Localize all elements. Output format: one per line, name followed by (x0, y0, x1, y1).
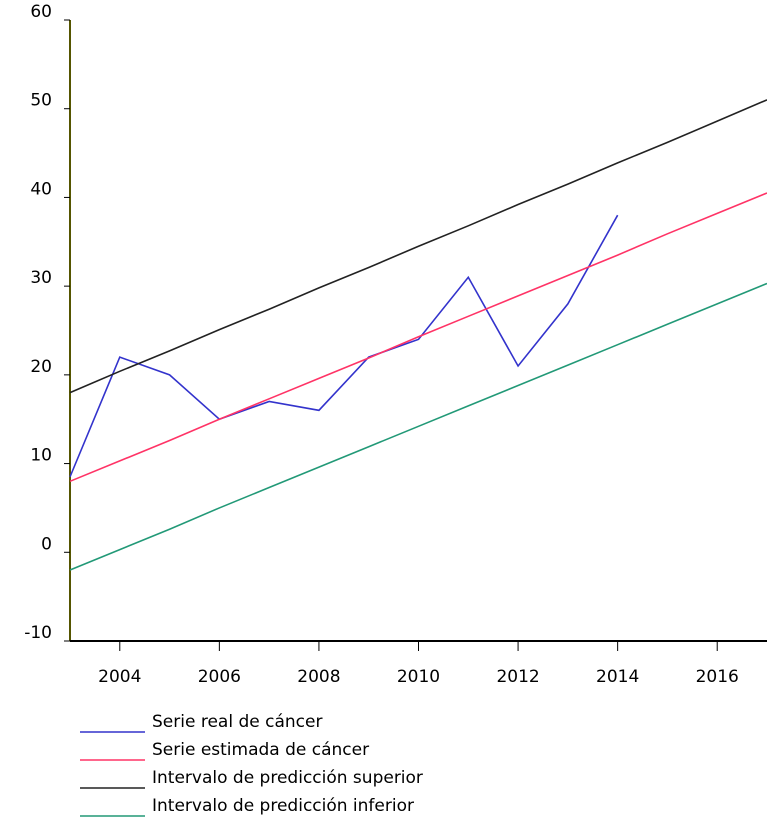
series-line (69, 282, 767, 571)
x-tick-label: 2014 (596, 667, 639, 687)
y-tick-label: 10 (30, 446, 52, 466)
series-line (69, 214, 619, 478)
x-tick-label: 2004 (98, 667, 141, 687)
series-line (69, 99, 767, 394)
y-tick-label: -10 (24, 623, 52, 643)
y-tick-label: 0 (41, 534, 52, 554)
legend-label: Intervalo de predicción inferior (152, 796, 414, 816)
x-tick-label: 2010 (397, 667, 440, 687)
x-tick-label: 2008 (297, 667, 340, 687)
x-tick-label: 2006 (198, 667, 241, 687)
y-tick-label: 60 (30, 2, 52, 22)
legend-label: Intervalo de predicción superior (152, 768, 423, 788)
legend-label: Serie real de cáncer (152, 712, 322, 732)
y-tick-label: 40 (30, 179, 52, 199)
x-tick-label: 2012 (496, 667, 539, 687)
y-tick-label: 20 (30, 357, 52, 377)
y-tick-label: 30 (30, 268, 52, 288)
x-tick-label: 2016 (696, 667, 739, 687)
legend-label: Serie estimada de cáncer (152, 740, 369, 760)
y-tick-label: 50 (30, 91, 52, 111)
series-line (69, 192, 767, 483)
